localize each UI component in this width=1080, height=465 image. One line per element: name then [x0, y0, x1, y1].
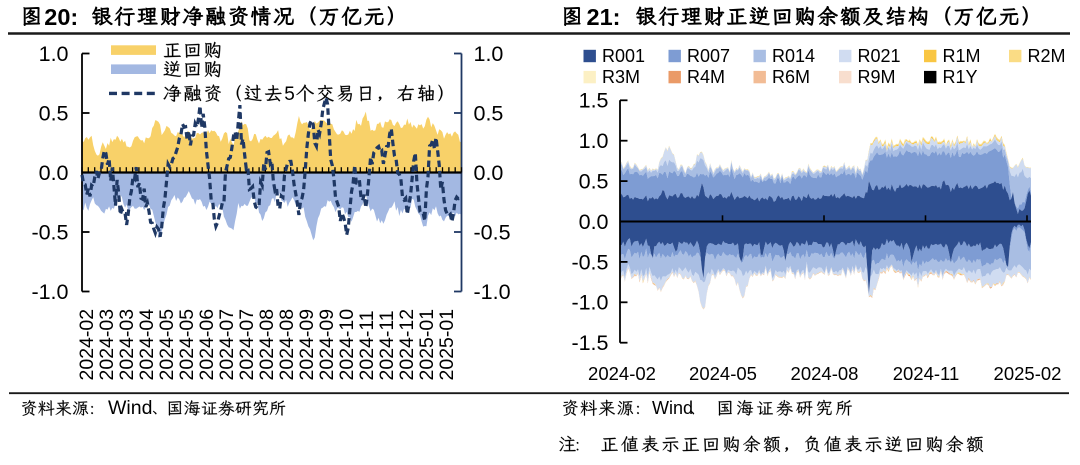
- svg-text:2024-02: 2024-02: [588, 363, 656, 384]
- svg-text:-1.0: -1.0: [571, 291, 608, 315]
- svg-text:1.0: 1.0: [39, 42, 69, 66]
- svg-text:1.0: 1.0: [474, 42, 504, 66]
- svg-text:R007: R007: [687, 46, 730, 66]
- svg-text:0.5: 0.5: [39, 101, 69, 125]
- svg-text:5: 5: [284, 84, 295, 105]
- svg-text:2024-07: 2024-07: [236, 309, 258, 381]
- svg-text:0.0: 0.0: [579, 210, 609, 234]
- svg-text:-0.5: -0.5: [571, 250, 608, 274]
- svg-text:R014: R014: [772, 46, 815, 66]
- svg-text:21:: 21:: [587, 4, 621, 30]
- svg-text:2024-09: 2024-09: [316, 309, 338, 381]
- svg-text:2024-05: 2024-05: [176, 309, 198, 381]
- svg-text:2025-01: 2025-01: [416, 309, 438, 381]
- svg-text:2024-09: 2024-09: [296, 309, 318, 381]
- svg-text:2024-05: 2024-05: [689, 363, 757, 384]
- svg-text:R6M: R6M: [772, 67, 810, 87]
- svg-text:R1M: R1M: [943, 46, 981, 66]
- svg-text:R3M: R3M: [602, 67, 640, 87]
- svg-text:2024-06: 2024-06: [196, 309, 218, 381]
- svg-text:-1.0: -1.0: [31, 280, 68, 304]
- svg-text:R9M: R9M: [858, 67, 896, 87]
- svg-text:2024-07: 2024-07: [216, 309, 238, 381]
- svg-text:Wind: Wind: [108, 397, 152, 419]
- svg-text:0.5: 0.5: [579, 170, 609, 194]
- svg-text:2024-11: 2024-11: [893, 363, 960, 384]
- svg-text:2024-02: 2024-02: [76, 309, 98, 381]
- svg-text:2024-11: 2024-11: [376, 310, 398, 380]
- svg-text:R2M: R2M: [1028, 46, 1066, 66]
- svg-text:2024-11: 2024-11: [356, 310, 378, 380]
- svg-text:2024-08: 2024-08: [256, 309, 278, 381]
- svg-text:2025-01: 2025-01: [436, 309, 458, 381]
- svg-text:2024-03: 2024-03: [116, 309, 138, 381]
- svg-text:-1.0: -1.0: [474, 280, 511, 304]
- svg-text:R001: R001: [602, 46, 645, 66]
- svg-text:-0.5: -0.5: [31, 220, 68, 244]
- svg-text:2024-08: 2024-08: [791, 363, 859, 384]
- svg-text:2024-12: 2024-12: [396, 309, 418, 381]
- svg-text:R4M: R4M: [687, 67, 725, 87]
- svg-text:2024-08: 2024-08: [276, 309, 298, 381]
- svg-text:Wind: Wind: [652, 398, 693, 418]
- svg-text:2024-03: 2024-03: [96, 309, 118, 381]
- svg-text:2024-10: 2024-10: [336, 309, 358, 381]
- svg-text:0.5: 0.5: [474, 101, 504, 125]
- svg-text:1.5: 1.5: [579, 89, 609, 113]
- svg-text:-1.5: -1.5: [571, 331, 608, 355]
- svg-text:R021: R021: [858, 46, 901, 66]
- svg-text:2024-04: 2024-04: [136, 309, 158, 381]
- svg-text:1.0: 1.0: [579, 129, 609, 153]
- svg-text:20:: 20:: [44, 4, 78, 30]
- svg-text:2025-02: 2025-02: [994, 363, 1062, 384]
- svg-text:-0.5: -0.5: [474, 220, 511, 244]
- svg-text:R1Y: R1Y: [943, 67, 978, 87]
- svg-text:2024-05: 2024-05: [156, 309, 178, 381]
- svg-text:0.0: 0.0: [39, 161, 69, 185]
- svg-text:0.0: 0.0: [474, 161, 504, 185]
